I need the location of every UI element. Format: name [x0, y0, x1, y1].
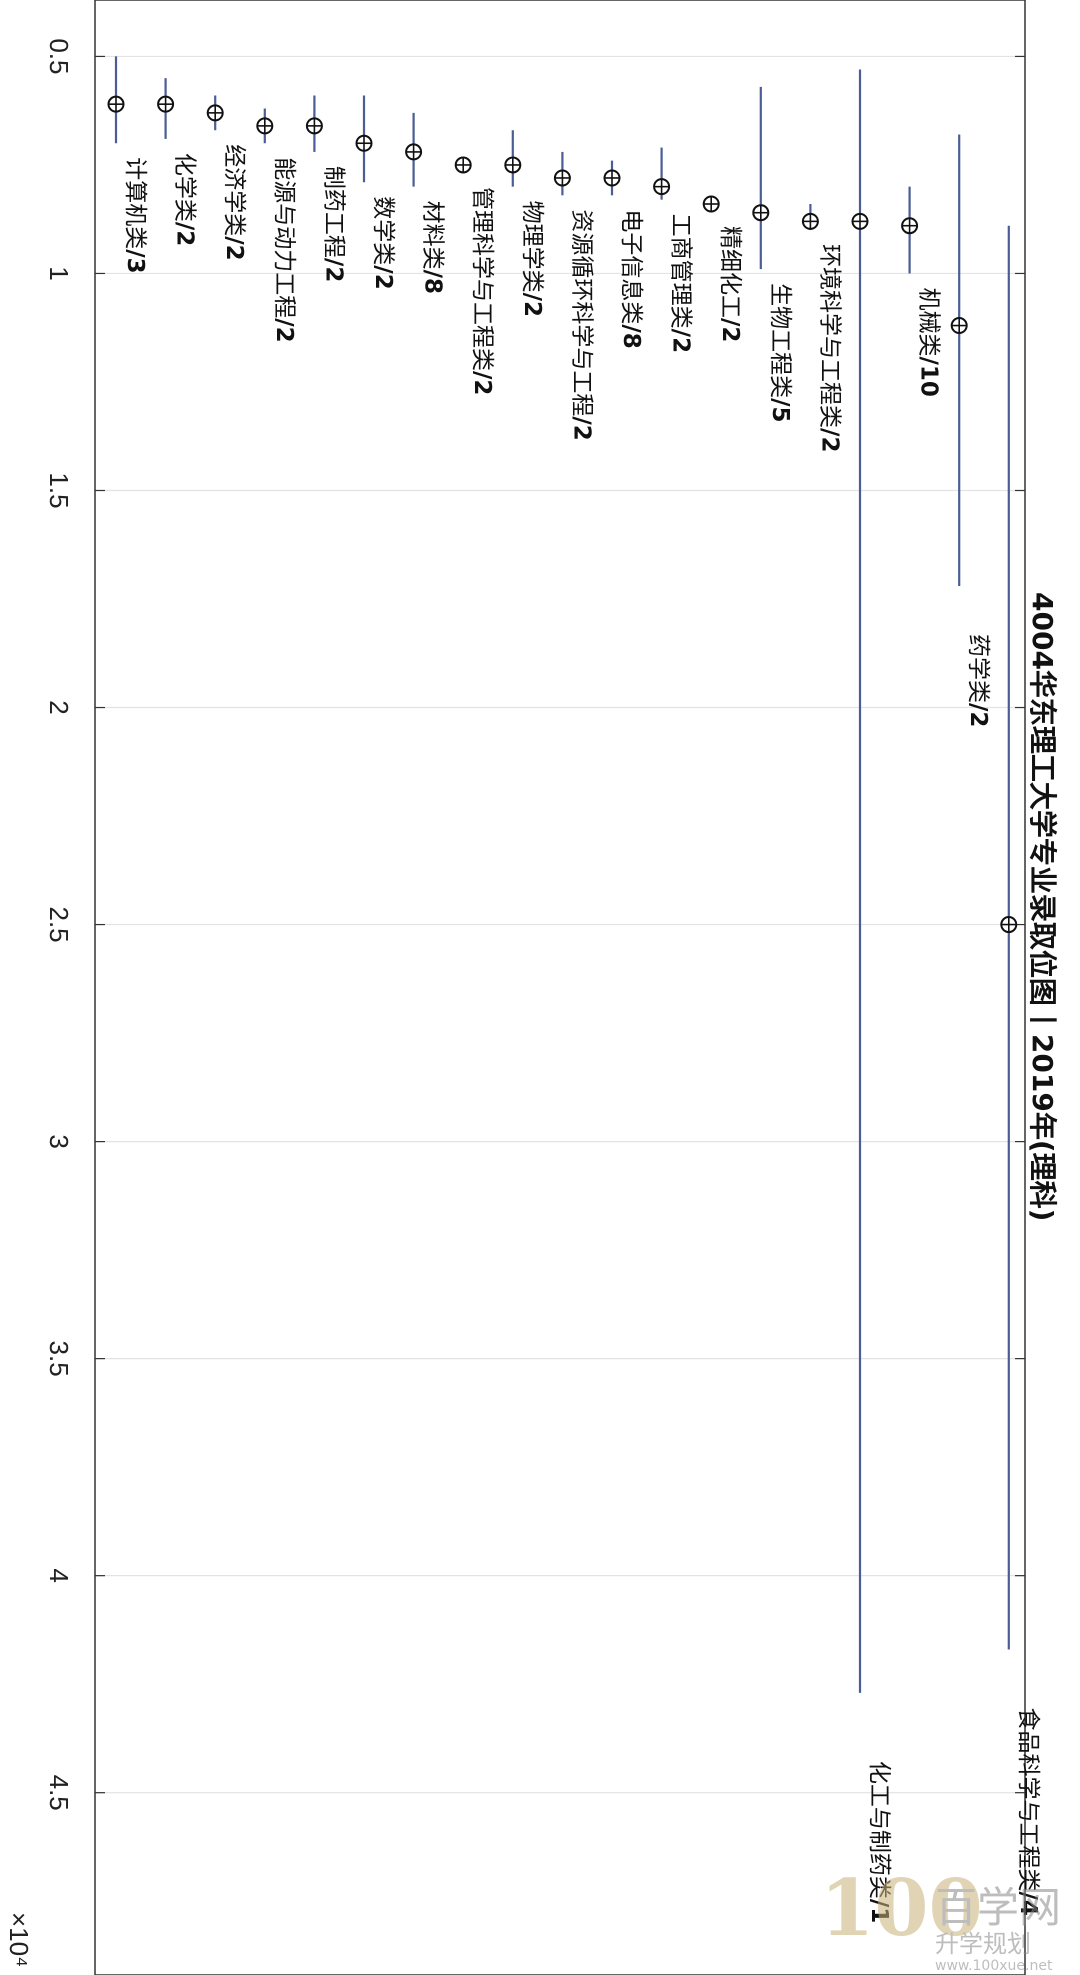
chart-title: 4004华东理工大学专业录取位图丨2019年(理科) [1026, 592, 1059, 1221]
y-tick-label: 4 [44, 1568, 74, 1582]
category-label: 资源循环科学与工程/2 [568, 209, 594, 440]
category-label: 药学类/2 [965, 634, 991, 727]
category-label: 材料类/8 [420, 201, 446, 294]
category-label: 电子信息类/8 [618, 209, 644, 348]
watermark-logo-100: 100 [820, 1863, 983, 1954]
category-label: 经济学类/2 [221, 144, 247, 260]
category-label: 计算机类/3 [122, 157, 148, 273]
y-axis-ticks: 0.5 1 1.5 2 2.5 3 3.5 4 4.5 [44, 38, 1025, 1811]
y-tick-label: 1.5 [44, 472, 74, 508]
y-tick-label: 1 [44, 266, 74, 280]
watermark-brand: 百学网 [935, 1883, 1061, 1932]
y-tick-label: 2 [44, 700, 74, 714]
category-label: 食品科学与工程类/4 [1015, 1707, 1041, 1915]
plot-frame [94, 0, 1026, 1975]
category-label: 管理科学与工程类/2 [469, 187, 495, 395]
axis-exponent-label: ×10⁴ [4, 1912, 34, 1967]
watermark-url: www.100xue.net [935, 1958, 1053, 1974]
category-label: 制药工程/2 [320, 166, 346, 282]
category-label: 精细化工/2 [717, 226, 743, 342]
category-label: 数学类/2 [370, 196, 396, 289]
category-label: 生物工程类/5 [767, 283, 793, 422]
y-tick-label: 3.5 [44, 1341, 74, 1377]
y-tick-label: 2.5 [44, 906, 74, 942]
category-label: 化学类/2 [172, 153, 198, 246]
gridlines [95, 55, 1025, 1794]
category-label: 能源与动力工程/2 [271, 157, 297, 342]
category-label: 环境科学与工程类/2 [816, 244, 842, 452]
y-tick-label: 3 [44, 1134, 74, 1148]
y-tick-label: 4.5 [44, 1775, 74, 1811]
y-tick-label: 0.5 [44, 38, 74, 74]
category-labels: 计算机类/3 化学类/2 经济学类/2 能源与动力工程/2 制药工程/2 数学类/2 材料类… [122, 144, 1041, 1923]
category-label: 工商管理类/2 [668, 214, 694, 353]
data-series [107, 56, 1018, 1693]
watermark-channel: 升学规划 [935, 1930, 1031, 1958]
category-label: 机械类/10 [916, 287, 942, 396]
category-label: 物理学类/2 [519, 201, 545, 317]
watermark: 100 百学网 升学规划 www.100xue.net [820, 1863, 1061, 1974]
category-label: 化工与制药类/1 [866, 1761, 892, 1923]
